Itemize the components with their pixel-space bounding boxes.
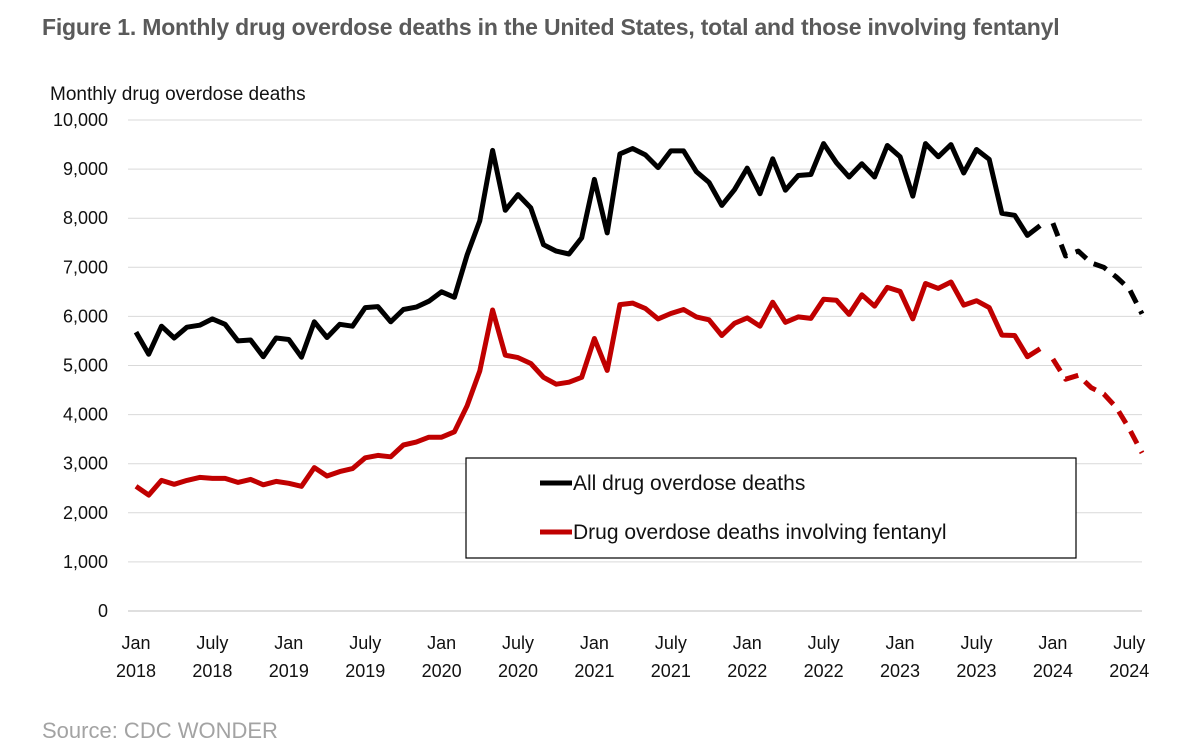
x-tick-label: July [1113,633,1145,653]
x-tick-label: Jan [121,633,150,653]
series-lines [133,141,1145,498]
series-line-all-solid [133,141,1042,360]
x-tick-label: Jan [274,633,303,653]
y-tick-label: 10,000 [53,110,108,130]
x-tick-label: July [502,633,534,653]
figure-title: Figure 1. Monthly drug overdose deaths i… [42,14,1060,40]
x-tick-label: 2024 [1033,661,1073,681]
y-tick-label: 2,000 [63,503,108,523]
y-tick-label: 1,000 [63,552,108,572]
series-line-fentanyl-dashed [1050,357,1145,455]
x-tick-label: 2023 [880,661,920,681]
y-tick-label: 9,000 [63,159,108,179]
x-axis-ticks: Jan 2018 July 2018 Jan 2019 July 2019 Jan 2020 Jul… [116,633,1149,681]
x-tick-label: 2019 [269,661,309,681]
x-tick-label: 2018 [116,661,156,681]
legend-box [465,457,1077,559]
legend-label-all: All drug overdose deaths [573,472,805,495]
y-tick-label: 6,000 [63,306,108,326]
legend-label-fentanyl: Drug overdose deaths involving fentanyl [573,521,947,544]
x-tick-label: 2018 [192,661,232,681]
x-tick-label: July [808,633,840,653]
x-tick-label: Jan [580,633,609,653]
y-tick-label: 8,000 [63,208,108,228]
x-tick-label: 2022 [804,661,844,681]
x-tick-label: 2020 [498,661,538,681]
x-tick-label: Jan [1038,633,1067,653]
x-tick-label: 2024 [1109,661,1149,681]
x-tick-label: Jan [427,633,456,653]
x-tick-label: 2020 [422,661,462,681]
series-line-fentanyl-solid [134,279,1042,498]
y-tick-label: 7,000 [63,257,108,277]
x-tick-label: Jan [733,633,762,653]
x-tick-label: 2019 [345,661,385,681]
series-line-all-dashed [1050,222,1145,316]
y-axis-label: Monthly drug overdose deaths [50,84,306,105]
x-tick-label: 2022 [727,661,767,681]
y-tick-label: 3,000 [63,454,108,474]
legend: All drug overdose deaths Drug overdose d… [465,457,1077,559]
x-tick-label: July [349,633,381,653]
x-tick-label: July [196,633,228,653]
source-note: Source: CDC WONDER [42,718,278,743]
x-tick-label: July [655,633,687,653]
x-tick-label: 2023 [956,661,996,681]
x-tick-label: Jan [886,633,915,653]
y-axis-ticks: 0 1,000 2,000 3,000 4,000 5,000 6,000 7,000 8,00… [53,110,108,621]
x-tick-label: July [960,633,992,653]
x-tick-label: 2021 [574,661,614,681]
y-tick-label: 5,000 [63,356,108,376]
x-tick-label: 2021 [651,661,691,681]
y-tick-label: 4,000 [63,405,108,425]
y-tick-label: 0 [98,601,108,621]
